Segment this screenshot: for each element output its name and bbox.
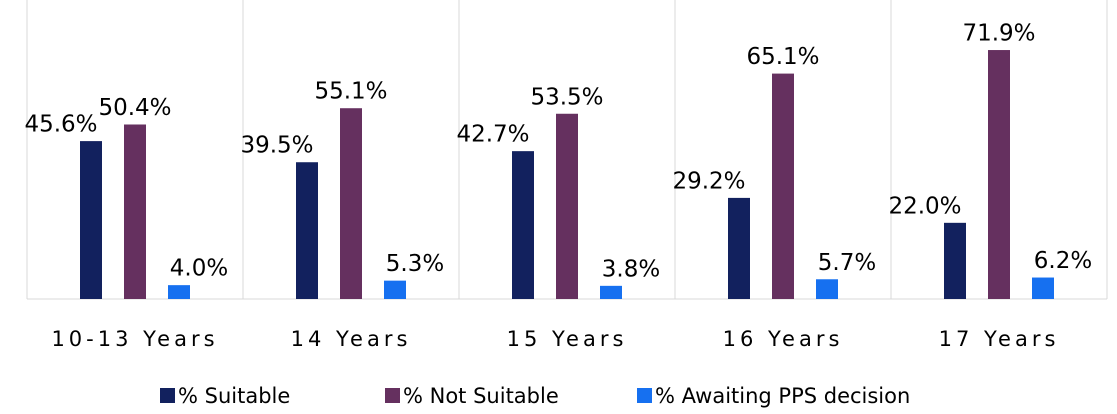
- legend-label: % Not Suitable: [403, 384, 559, 408]
- bar: [124, 124, 146, 300]
- data-label: 50.4%: [98, 95, 171, 121]
- data-label: 4.0%: [170, 256, 228, 282]
- bar: [988, 50, 1010, 299]
- data-label: 65.1%: [746, 44, 819, 70]
- data-label: 71.9%: [962, 21, 1035, 47]
- x-tick-label: 15 Years: [507, 327, 628, 351]
- data-label: 5.7%: [818, 250, 876, 276]
- data-label: 22.0%: [888, 193, 961, 219]
- data-label: 55.1%: [314, 79, 387, 105]
- bar: [728, 197, 750, 299]
- data-label: 5.3%: [386, 251, 444, 277]
- bar: [944, 222, 966, 299]
- bar: [168, 285, 190, 299]
- data-label: 29.2%: [672, 168, 745, 194]
- legend-swatch: [385, 388, 400, 403]
- data-label: 3.8%: [602, 256, 660, 282]
- data-label: 6.2%: [1034, 248, 1092, 274]
- bar: [512, 151, 534, 299]
- legend-swatch: [637, 388, 652, 403]
- bar: [772, 73, 794, 299]
- legend-label: % Suitable: [178, 384, 290, 408]
- bar: [1032, 277, 1054, 299]
- x-tick-label: 17 Years: [939, 327, 1060, 351]
- x-tick-label: 16 Years: [723, 327, 844, 351]
- bar: [80, 141, 102, 299]
- x-tick-label: 10-13 Years: [51, 327, 218, 351]
- legend-label: % Awaiting PPS decision: [655, 384, 910, 408]
- bar: [600, 285, 622, 299]
- legend-swatch: [160, 388, 175, 403]
- bar: [816, 279, 838, 299]
- x-tick-label: 14 Years: [291, 327, 412, 351]
- bar: [556, 113, 578, 299]
- data-label: 42.7%: [456, 122, 529, 148]
- data-label: 45.6%: [24, 112, 97, 138]
- bar: [340, 108, 362, 299]
- data-label: 39.5%: [240, 133, 313, 159]
- data-label: 53.5%: [530, 84, 603, 110]
- bar: [384, 280, 406, 299]
- bar: [296, 162, 318, 299]
